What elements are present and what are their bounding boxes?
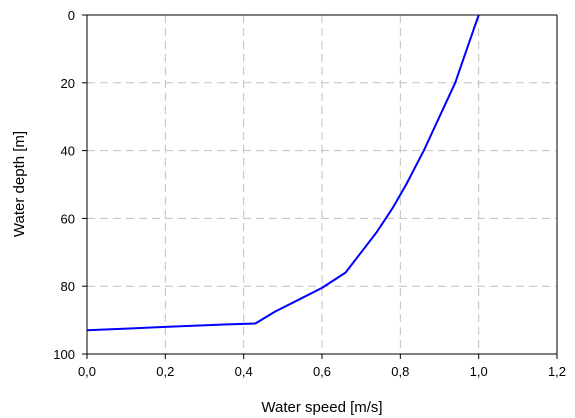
y-tick-label: 20 bbox=[61, 76, 75, 91]
y-axis-title: Water depth [m] bbox=[11, 131, 28, 237]
grid-lines bbox=[87, 15, 557, 354]
x-tick-label: 0,0 bbox=[78, 364, 96, 379]
tick-marks bbox=[82, 14, 558, 359]
series-line bbox=[86, 14, 480, 332]
x-axis-title: Water speed [m/s] bbox=[261, 399, 382, 416]
y-tick-label: 100 bbox=[53, 347, 75, 362]
tick-labels: 0,0 0,2 0,4 0,6 0,8 1,0 1,2 0 20 40 60 80 100 bbox=[53, 8, 566, 379]
y-tick-label: 40 bbox=[61, 144, 75, 159]
x-tick-label: 1,2 bbox=[548, 364, 566, 379]
series-layer bbox=[86, 14, 480, 332]
y-tick-label: 60 bbox=[61, 211, 75, 226]
x-tick-label: 0,2 bbox=[156, 364, 174, 379]
x-tick-label: 1,0 bbox=[470, 364, 488, 379]
plot-border bbox=[86, 14, 558, 355]
x-tick-label: 0,8 bbox=[391, 364, 409, 379]
y-tick-label: 80 bbox=[61, 279, 75, 294]
x-tick-label: 0,6 bbox=[313, 364, 331, 379]
x-tick-label: 0,4 bbox=[235, 364, 253, 379]
y-tick-label: 0 bbox=[68, 8, 75, 23]
